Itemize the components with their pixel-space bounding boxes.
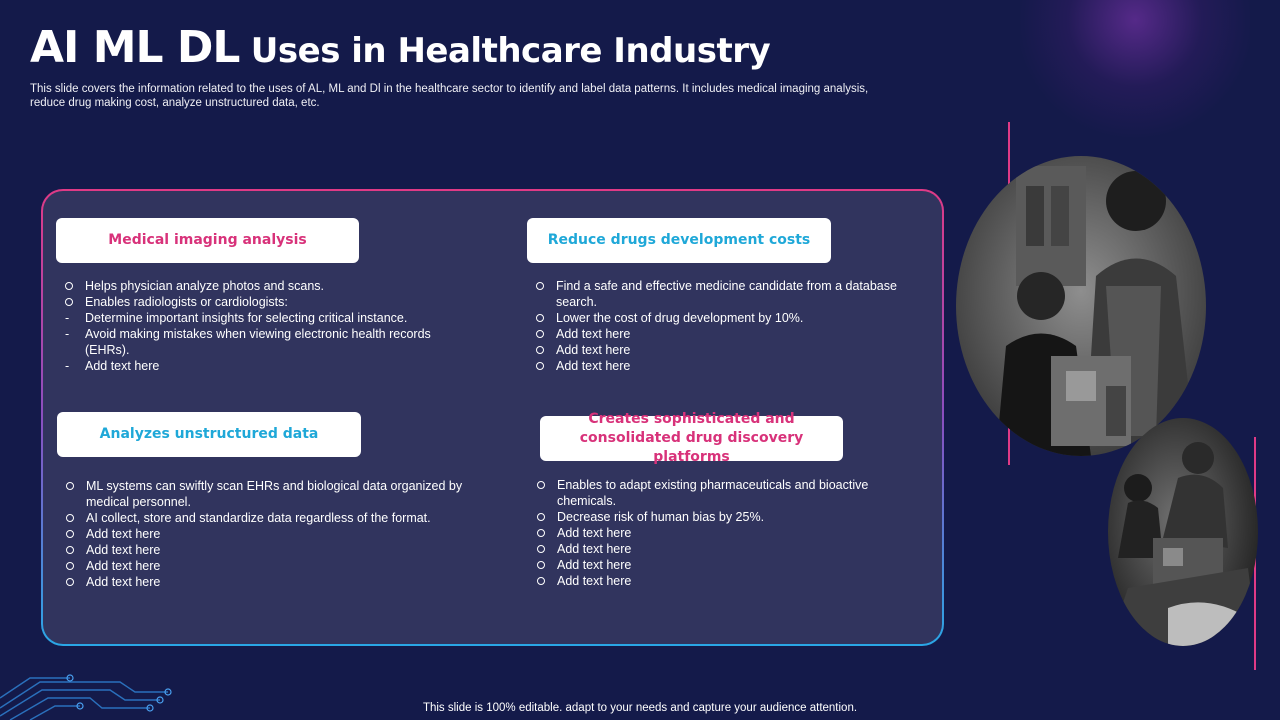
bullet-dash-icon: - — [65, 311, 70, 325]
title-rest: Uses in Healthcare Industry — [250, 31, 771, 71]
section-list-unstructured-data: ML systems can swiftly scan EHRs and bio… — [66, 478, 476, 590]
list-item-text: Add text here — [557, 558, 632, 572]
section-list-reduce-costs: Find a safe and effective medicine candi… — [536, 278, 921, 374]
list-item-text: Add text here — [557, 526, 632, 540]
list-item: Helps physician analyze photos and scans… — [65, 278, 445, 294]
slide-subtitle: This slide covers the information relate… — [30, 83, 869, 109]
bullet-circle-icon — [536, 310, 550, 326]
list-item-text: Add text here — [556, 327, 631, 341]
list-item: Enables radiologists or cardiologists: — [65, 294, 445, 310]
list-item-text: Lower the cost of drug development by 10… — [556, 311, 804, 325]
list-item-text: Add text here — [557, 542, 632, 556]
section-title-medical-imaging: Medical imaging analysis — [56, 218, 359, 263]
list-item: Add text here — [537, 573, 902, 589]
bullet-circle-icon — [66, 510, 80, 526]
list-item: - Add text here — [65, 358, 445, 374]
list-item-text: AI collect, store and standardize data r… — [86, 511, 431, 525]
list-item-text: Add text here — [86, 543, 161, 557]
list-item-text: Enables radiologists or cardiologists: — [85, 295, 288, 309]
list-item-text: Decrease risk of human bias by 25%. — [557, 510, 765, 524]
circuit-decoration-icon — [0, 674, 172, 720]
section-title-reduce-costs: Reduce drugs development costs — [527, 218, 831, 263]
bullet-circle-icon — [536, 342, 550, 358]
list-item-text: Enables to adapt existing pharmaceutical… — [557, 478, 869, 508]
bullet-circle-icon — [66, 542, 80, 558]
list-item: - Determine important insights for select… — [65, 310, 445, 326]
bullet-circle-icon — [537, 509, 551, 525]
lab-photo-bottom — [1108, 418, 1258, 646]
background-glow — [1020, 0, 1250, 140]
bullet-dash-icon: - — [65, 359, 70, 373]
list-item: Enables to adapt existing pharmaceutical… — [537, 477, 902, 509]
section-list-discovery-platforms: Enables to adapt existing pharmaceutical… — [537, 477, 902, 589]
list-item: Add text here — [537, 541, 902, 557]
list-item-text: Find a safe and effective medicine candi… — [556, 279, 897, 309]
bullet-circle-icon — [536, 326, 550, 342]
section-list-medical-imaging: Helps physician analyze photos and scans… — [65, 278, 445, 374]
slide-footer: This slide is 100% editable. adapt to yo… — [422, 702, 858, 714]
list-item-text: Determine important insights for selecti… — [85, 311, 408, 325]
list-item: ML systems can swiftly scan EHRs and bio… — [66, 478, 476, 510]
list-item-text: ML systems can swiftly scan EHRs and bio… — [86, 479, 463, 509]
bullet-circle-icon — [66, 526, 80, 542]
list-item: Add text here — [66, 526, 476, 542]
bullet-circle-icon — [65, 278, 79, 294]
title-prefix: AI ML DL — [30, 22, 240, 73]
list-item-text: Add text here — [556, 359, 631, 373]
list-item-text: Add text here — [85, 359, 160, 373]
bullet-circle-icon — [536, 358, 550, 374]
bullet-circle-icon — [536, 278, 550, 294]
bullet-circle-icon — [66, 478, 80, 494]
list-item: Add text here — [536, 342, 921, 358]
section-title-discovery-platforms: Creates sophisticated and consolidated d… — [540, 411, 843, 465]
list-item-text: Add text here — [86, 527, 161, 541]
list-item: Add text here — [66, 558, 476, 574]
list-item: Add text here — [537, 557, 902, 573]
bullet-dash-icon: - — [65, 327, 70, 341]
bullet-circle-icon — [537, 477, 551, 493]
bullet-circle-icon — [66, 574, 80, 590]
list-item: Find a safe and effective medicine candi… — [536, 278, 921, 310]
list-item: Add text here — [66, 574, 476, 590]
list-item: Decrease risk of human bias by 25%. — [537, 509, 902, 525]
list-item-text: Add text here — [556, 343, 631, 357]
bullet-circle-icon — [66, 558, 80, 574]
list-item-text: Add text here — [86, 559, 161, 573]
bullet-circle-icon — [65, 294, 79, 310]
slide-title: AI ML DL Uses in Healthcare Industry — [30, 22, 771, 73]
list-item: - Avoid making mistakes when viewing elec… — [65, 326, 445, 358]
list-item: Add text here — [536, 358, 921, 374]
section-title-unstructured-data: Analyzes unstructured data — [57, 412, 361, 457]
bullet-circle-icon — [537, 573, 551, 589]
bullet-circle-icon — [537, 541, 551, 557]
bullet-circle-icon — [537, 557, 551, 573]
list-item: AI collect, store and standardize data r… — [66, 510, 476, 526]
bullet-circle-icon — [537, 525, 551, 541]
lab-photo-top — [956, 156, 1206, 456]
list-item-text: Add text here — [557, 574, 632, 588]
list-item-text: Helps physician analyze photos and scans… — [85, 279, 325, 293]
list-item: Lower the cost of drug development by 10… — [536, 310, 921, 326]
list-item: Add text here — [537, 525, 902, 541]
list-item-text: Avoid making mistakes when viewing elect… — [85, 327, 431, 357]
list-item: Add text here — [66, 542, 476, 558]
list-item: Add text here — [536, 326, 921, 342]
list-item-text: Add text here — [86, 575, 161, 589]
